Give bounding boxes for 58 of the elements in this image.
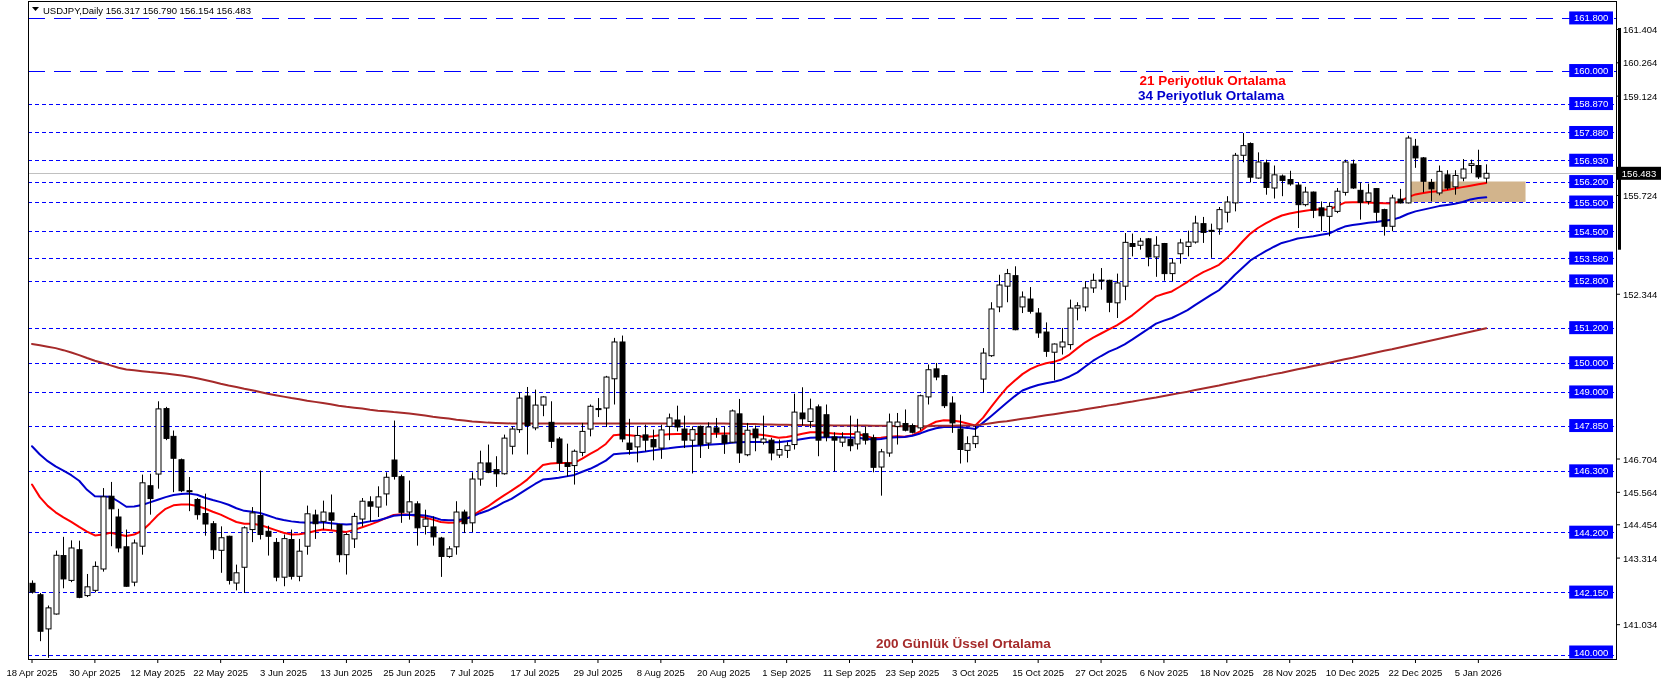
ref-line-label: 144.200: [1573, 526, 1609, 538]
y-tick-label: 143.314: [1623, 552, 1658, 564]
x-tick-label: 15 Oct 2025: [1012, 666, 1065, 678]
ref-line-label: 155.500: [1573, 196, 1609, 208]
ref-line-label: 160.000: [1573, 65, 1609, 77]
x-tick-label: 30 Apr 2025: [69, 666, 121, 678]
y-tick-label: 159.124: [1623, 90, 1658, 102]
x-tick-label: 11 Sep 2025: [822, 666, 877, 678]
x-tick-label: 3 Oct 2025: [952, 666, 999, 678]
ref-line-label: 151.200: [1573, 322, 1609, 334]
ref-line-label: 154.500: [1573, 225, 1609, 237]
x-tick-label: 29 Jul 2025: [573, 666, 623, 678]
x-tick-label: 22 Dec 2025: [1388, 666, 1443, 678]
ref-line-label: 142.150: [1573, 586, 1609, 598]
ref-line-label: 156.483: [1621, 167, 1657, 179]
y-tick-label: 145.564: [1623, 486, 1658, 498]
y-tick-label: 144.454: [1623, 519, 1658, 531]
ref-line-label: 153.580: [1573, 252, 1609, 264]
ref-line-label: 140.000: [1573, 646, 1609, 658]
x-tick-label: 7 Jul 2025: [450, 666, 495, 678]
text: 34 Periyotluk Ortalama: [1137, 87, 1285, 103]
y-tick-label: 155.724: [1623, 189, 1658, 201]
x-tick-label: 3 Jun 2025: [260, 666, 308, 678]
x-tick-label: 6 Nov 2025: [1139, 666, 1189, 678]
text: 21 Periyotluk Ortalama: [1139, 73, 1287, 89]
x-tick-label: 18 Apr 2025: [6, 666, 58, 678]
ref-line-label: 161.800: [1573, 12, 1609, 24]
ref-line-label: 147.850: [1573, 420, 1609, 432]
y-tick-label: 152.344: [1623, 288, 1658, 300]
x-tick-label: 8 Aug 2025: [636, 666, 685, 678]
ref-line-label: 152.800: [1573, 275, 1609, 287]
candlestick: [383, 471, 390, 507]
y-tick-label: 141.034: [1623, 619, 1658, 631]
y-tick-label: 161.404: [1623, 24, 1658, 36]
ref-line-label: 156.200: [1573, 176, 1609, 188]
text: 200 Günlük Üssel Ortalama: [875, 635, 1052, 651]
x-tick-label: 5 Jan 2026: [1454, 666, 1502, 678]
x-tick-label: 25 Jun 2025: [383, 666, 436, 678]
ref-line-label: 156.930: [1573, 154, 1609, 166]
x-tick-label: 22 May 2025: [193, 666, 249, 678]
x-tick-label: 13 Jun 2025: [320, 666, 373, 678]
x-tick-label: 27 Oct 2025: [1075, 666, 1127, 678]
x-tick-label: 20 Aug 2025: [697, 666, 751, 678]
x-tick-label: 17 Jul 2025: [510, 666, 560, 678]
ref-line-label: 146.300: [1573, 465, 1609, 477]
x-tick-label: 28 Nov 2025: [1262, 666, 1317, 678]
y-tick-label: 146.704: [1623, 453, 1658, 465]
x-tick-label: 18 Nov 2025: [1199, 666, 1254, 678]
ref-line-label: 157.880: [1573, 126, 1609, 138]
ref-line-label: 158.870: [1573, 98, 1609, 110]
x-tick-label: 10 Dec 2025: [1325, 666, 1380, 678]
x-tick-label: 12 May 2025: [130, 666, 186, 678]
x-tick-label: 23 Sep 2025: [885, 666, 940, 678]
ref-line-label: 150.000: [1573, 357, 1609, 369]
x-tick-label: 1 Sep 2025: [762, 666, 811, 678]
y-tick-label: 160.264: [1623, 57, 1658, 69]
chart-title: USDJPY,Daily 156.317 156.790 156.154 156.483: [43, 4, 251, 16]
ref-line-label: 149.000: [1573, 386, 1609, 398]
